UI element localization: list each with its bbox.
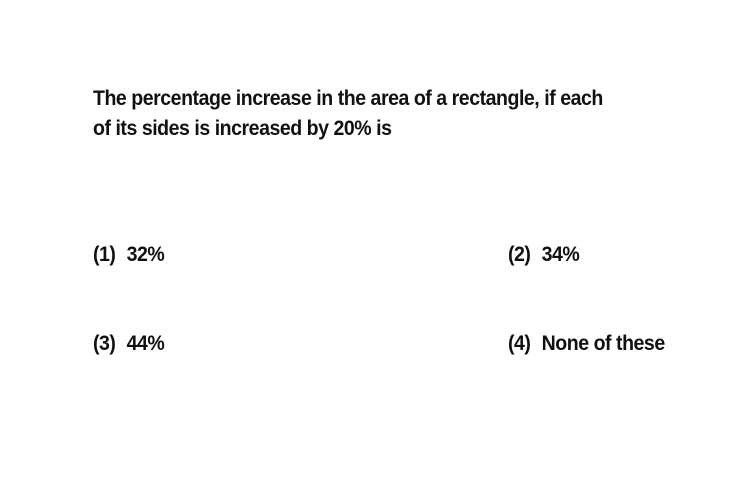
option-3-text: 44% [126, 332, 165, 355]
option-1[interactable]: (1) 32% [93, 241, 165, 269]
option-1-number: (1) [93, 243, 116, 266]
option-3[interactable]: (3) 44% [93, 330, 165, 358]
option-4-number: (4) [508, 332, 531, 355]
option-4[interactable]: (4) None of these [508, 330, 665, 358]
question-line-1: The percentage increase in the area of a… [93, 87, 603, 110]
question-text: The percentage increase in the area of a… [93, 84, 651, 144]
option-2-text: 34% [541, 243, 580, 266]
option-2-number: (2) [508, 243, 531, 266]
option-1-text: 32% [126, 243, 165, 266]
option-2[interactable]: (2) 34% [508, 241, 580, 269]
option-4-text: None of these [541, 332, 666, 355]
option-3-number: (3) [93, 332, 116, 355]
question-line-2: of its sides is increased by 20% is [93, 117, 392, 140]
